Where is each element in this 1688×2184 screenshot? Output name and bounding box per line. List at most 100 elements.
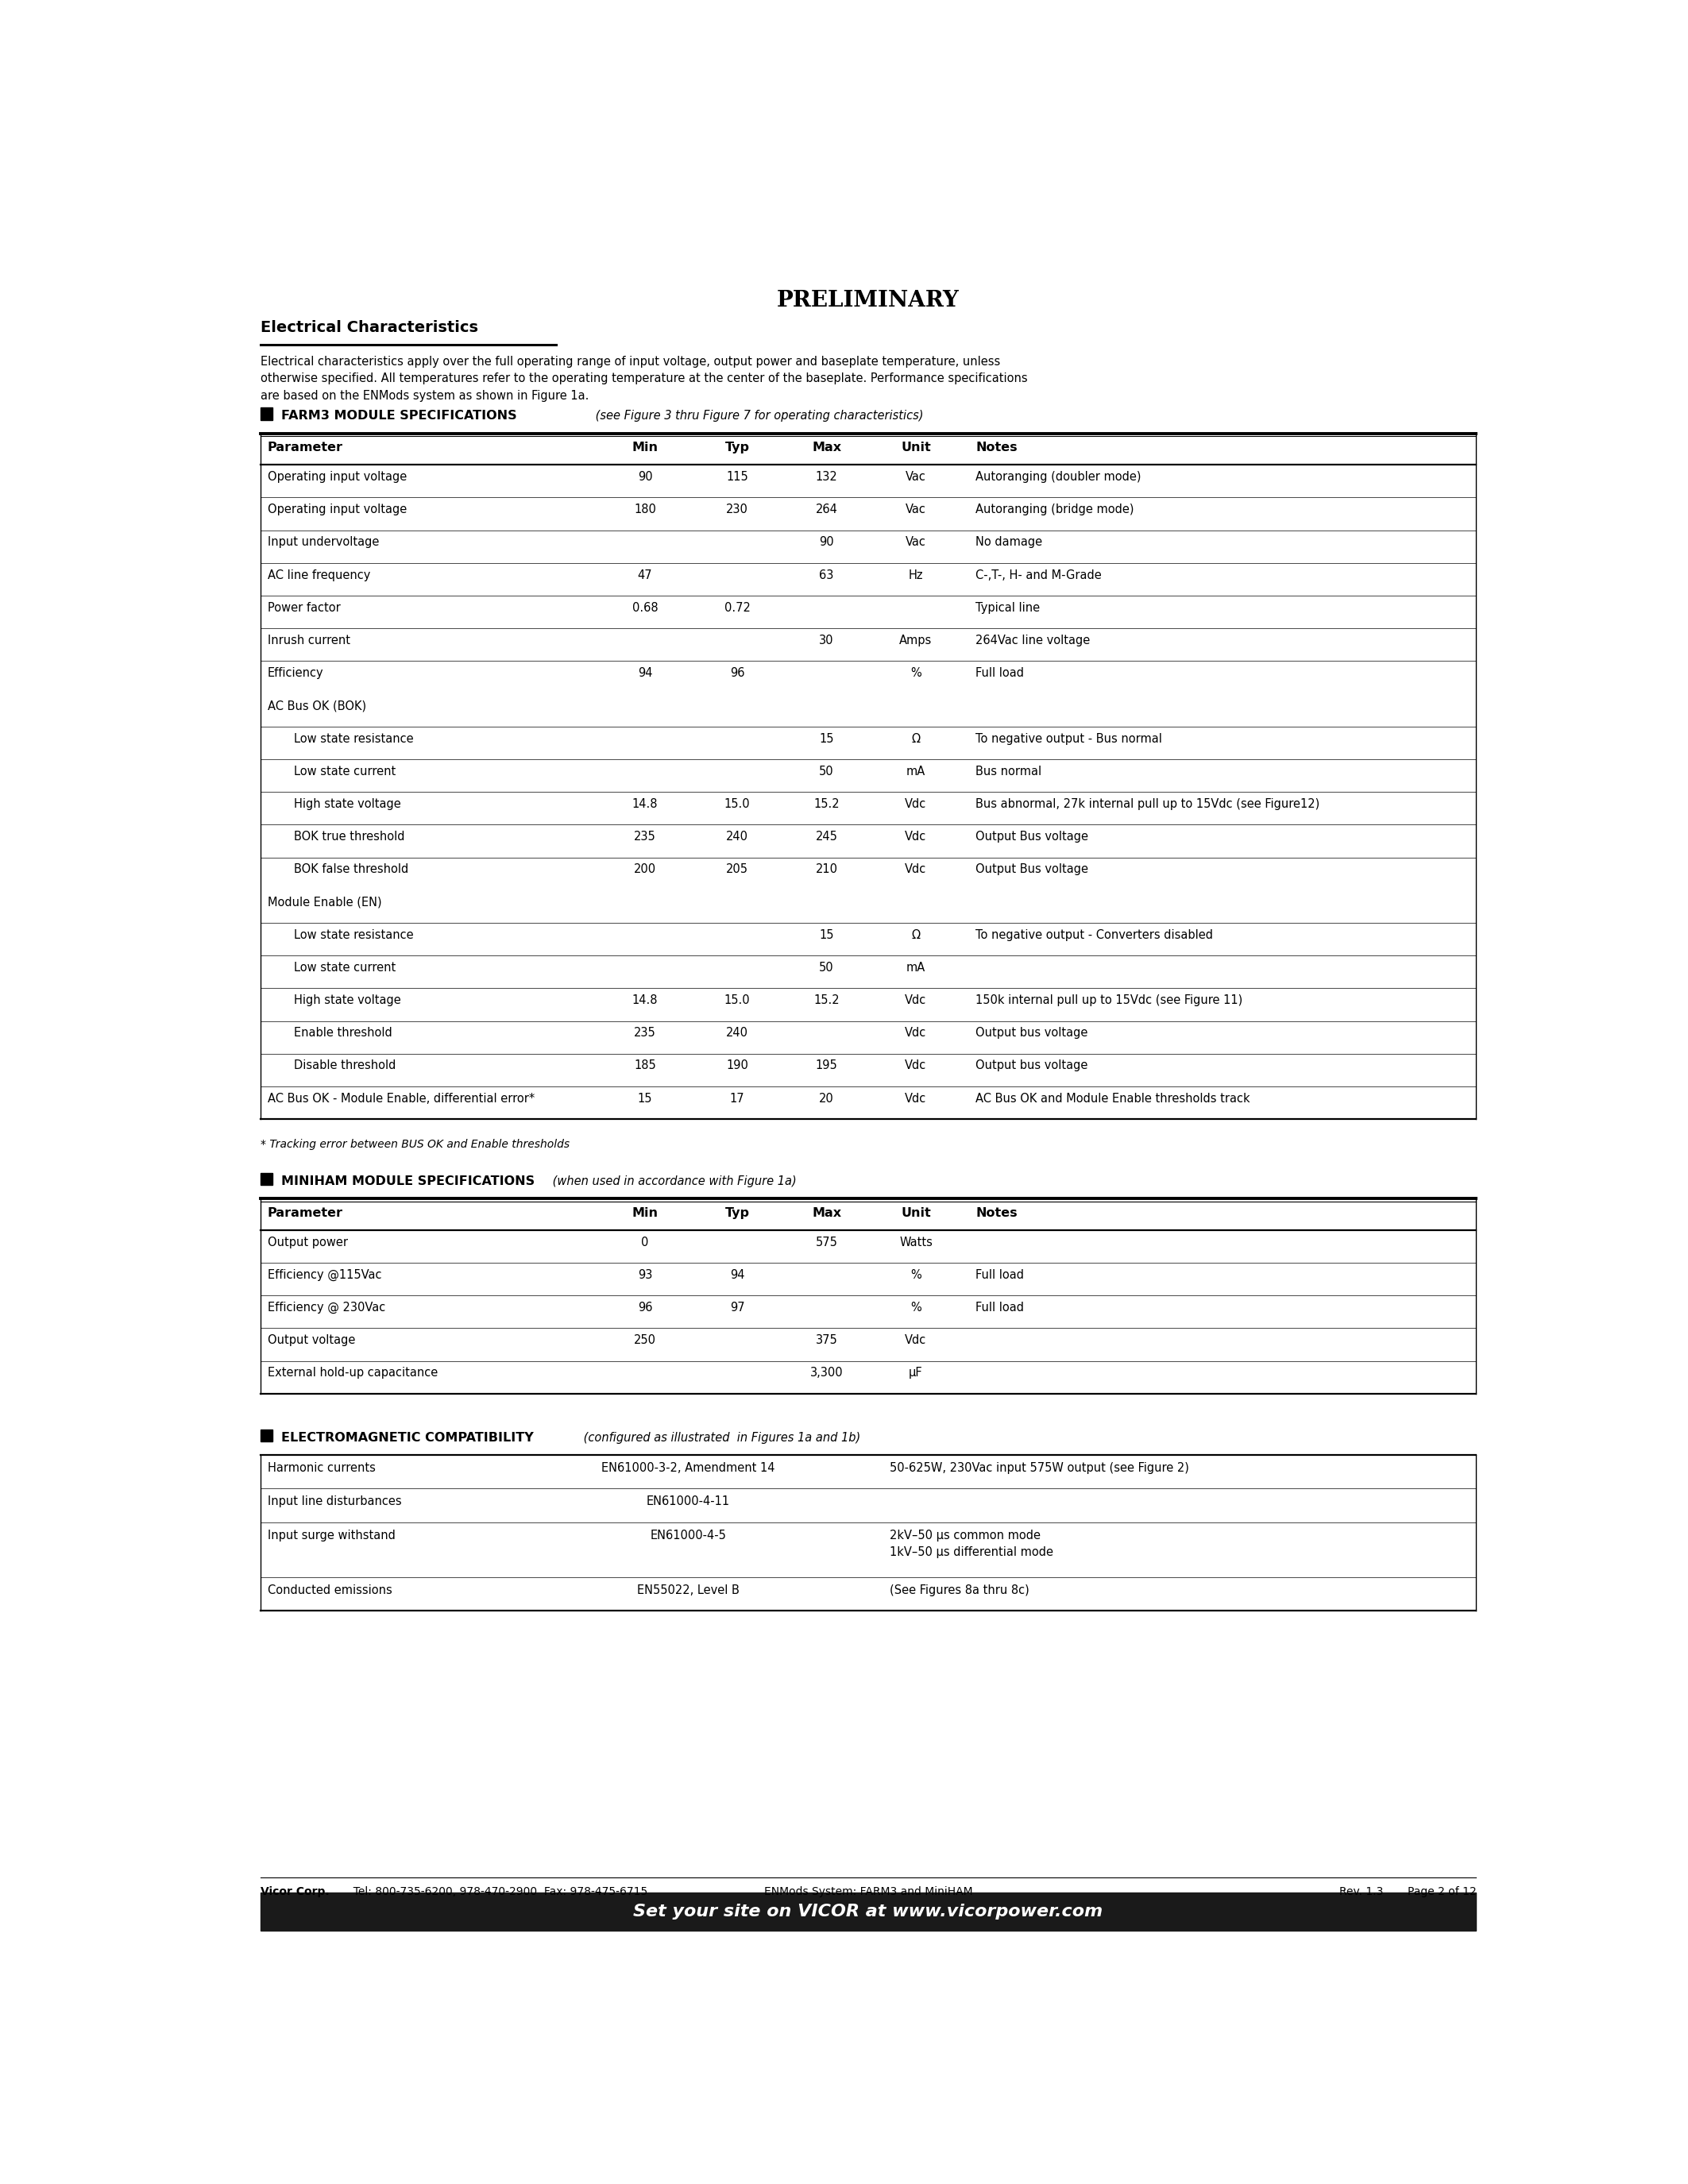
Text: Power factor: Power factor (268, 603, 341, 614)
Text: PRELIMINARY: PRELIMINARY (776, 290, 959, 310)
Text: Output bus voltage: Output bus voltage (976, 1059, 1087, 1072)
Text: Typ: Typ (726, 1208, 749, 1219)
Text: 240: 240 (726, 1026, 748, 1040)
Text: mA: mA (906, 961, 925, 974)
Text: μF: μF (908, 1367, 923, 1378)
Text: Watts: Watts (900, 1236, 932, 1247)
Text: Bus abnormal, 27k internal pull up to 15Vdc (see Figure12): Bus abnormal, 27k internal pull up to 15… (976, 797, 1320, 810)
Text: 96: 96 (638, 1302, 652, 1313)
Text: Parameter: Parameter (268, 1208, 343, 1219)
Text: Vdc: Vdc (905, 1092, 927, 1105)
Text: 0.72: 0.72 (724, 603, 751, 614)
Text: 90: 90 (638, 472, 652, 483)
Text: FARM3 MODULE SPECIFICATIONS: FARM3 MODULE SPECIFICATIONS (282, 411, 517, 422)
Text: To negative output - Bus normal: To negative output - Bus normal (976, 732, 1161, 745)
Text: 20: 20 (819, 1092, 834, 1105)
Bar (260, 1891, 1475, 1931)
Text: 200: 200 (635, 863, 657, 876)
Text: 50-625W, 230Vac input 575W output (see Figure 2): 50-625W, 230Vac input 575W output (see F… (890, 1463, 1188, 1474)
Text: Electrical Characteristics: Electrical Characteristics (260, 321, 478, 336)
Text: C-,T-, H- and M-Grade: C-,T-, H- and M-Grade (976, 570, 1102, 581)
Text: EN61000-4-5: EN61000-4-5 (650, 1529, 726, 1542)
Text: Typ: Typ (726, 441, 749, 454)
Text: 2kV–50 μs common mode
1kV–50 μs differential mode: 2kV–50 μs common mode 1kV–50 μs differen… (890, 1529, 1053, 1557)
Text: EN61000-4-11: EN61000-4-11 (647, 1496, 729, 1507)
Text: (see Figure 3 thru Figure 7 for operating characteristics): (see Figure 3 thru Figure 7 for operatin… (592, 411, 923, 422)
Text: 195: 195 (815, 1059, 837, 1072)
Text: Autoranging (bridge mode): Autoranging (bridge mode) (976, 505, 1134, 515)
Text: Notes: Notes (976, 1208, 1018, 1219)
Text: 15: 15 (638, 1092, 652, 1105)
Text: Output Bus voltage: Output Bus voltage (976, 830, 1089, 843)
Text: High state voltage: High state voltage (294, 797, 402, 810)
Text: Vdc: Vdc (905, 994, 927, 1007)
Text: Output power: Output power (268, 1236, 348, 1247)
Text: Vdc: Vdc (905, 797, 927, 810)
Text: Ω: Ω (912, 928, 920, 941)
Text: Input line disturbances: Input line disturbances (268, 1496, 402, 1507)
Text: 190: 190 (726, 1059, 748, 1072)
Text: Efficiency @115Vac: Efficiency @115Vac (268, 1269, 381, 1282)
Text: Efficiency @ 230Vac: Efficiency @ 230Vac (268, 1302, 385, 1315)
Text: 93: 93 (638, 1269, 652, 1280)
Text: High state voltage: High state voltage (294, 994, 402, 1007)
Text: Vdc: Vdc (905, 830, 927, 843)
Text: Vac: Vac (905, 505, 927, 515)
Text: 96: 96 (729, 668, 744, 679)
Text: Vac: Vac (905, 537, 927, 548)
Text: To negative output - Converters disabled: To negative output - Converters disabled (976, 928, 1214, 941)
Text: Efficiency: Efficiency (268, 668, 324, 679)
Text: 15.2: 15.2 (814, 994, 839, 1007)
Text: AC Bus OK (BOK): AC Bus OK (BOK) (268, 699, 366, 712)
Text: (See Figures 8a thru 8c): (See Figures 8a thru 8c) (890, 1586, 1030, 1597)
Text: Input surge withstand: Input surge withstand (268, 1529, 395, 1542)
Text: Ω: Ω (912, 732, 920, 745)
Text: 94: 94 (638, 668, 652, 679)
Text: Min: Min (631, 441, 658, 454)
Text: AC line frequency: AC line frequency (268, 570, 370, 581)
Text: Amps: Amps (900, 636, 932, 646)
Text: External hold-up capacitance: External hold-up capacitance (268, 1367, 437, 1378)
Text: Disable threshold: Disable threshold (294, 1059, 397, 1072)
Text: 63: 63 (819, 570, 834, 581)
Text: Notes: Notes (976, 441, 1018, 454)
Text: 0: 0 (641, 1236, 648, 1247)
Text: 15: 15 (819, 928, 834, 941)
Text: 185: 185 (635, 1059, 657, 1072)
Text: EN61000-3-2, Amendment 14: EN61000-3-2, Amendment 14 (601, 1463, 775, 1474)
Text: 15.2: 15.2 (814, 797, 839, 810)
Text: Input undervoltage: Input undervoltage (268, 537, 380, 548)
Text: Vdc: Vdc (905, 1026, 927, 1040)
Text: MINIHAM MODULE SPECIFICATIONS: MINIHAM MODULE SPECIFICATIONS (282, 1175, 535, 1188)
Text: Low state resistance: Low state resistance (294, 928, 414, 941)
Text: 50: 50 (819, 961, 834, 974)
Text: Operating input voltage: Operating input voltage (268, 505, 407, 515)
Text: 575: 575 (815, 1236, 837, 1247)
Text: 14.8: 14.8 (631, 797, 658, 810)
Text: 50: 50 (819, 764, 834, 778)
Text: 115: 115 (726, 472, 748, 483)
Text: 235: 235 (635, 1026, 657, 1040)
Text: Module Enable (EN): Module Enable (EN) (268, 895, 381, 909)
Text: Set your site on VICOR at www.vicorpower.com: Set your site on VICOR at www.vicorpower… (633, 1904, 1102, 1920)
Text: 264Vac line voltage: 264Vac line voltage (976, 636, 1090, 646)
Text: %: % (910, 668, 922, 679)
Text: Unit: Unit (901, 1208, 930, 1219)
Text: 150k internal pull up to 15Vdc (see Figure 11): 150k internal pull up to 15Vdc (see Figu… (976, 994, 1242, 1007)
Text: 264: 264 (815, 505, 837, 515)
Text: 180: 180 (635, 505, 657, 515)
Text: Vdc: Vdc (905, 1334, 927, 1345)
Text: 132: 132 (815, 472, 837, 483)
Text: 250: 250 (635, 1334, 657, 1345)
Text: AC Bus OK - Module Enable, differential error*: AC Bus OK - Module Enable, differential … (268, 1092, 535, 1105)
Text: Conducted emissions: Conducted emissions (268, 1586, 392, 1597)
Text: (configured as illustrated  in Figures 1a and 1b): (configured as illustrated in Figures 1a… (579, 1433, 861, 1444)
Text: Output voltage: Output voltage (268, 1334, 354, 1345)
Text: 0.68: 0.68 (631, 603, 658, 614)
Text: Output bus voltage: Output bus voltage (976, 1026, 1087, 1040)
Text: (when used in accordance with Figure 1a): (when used in accordance with Figure 1a) (549, 1175, 797, 1188)
Text: EN55022, Level B: EN55022, Level B (636, 1586, 739, 1597)
Text: Full load: Full load (976, 668, 1025, 679)
Text: BOK false threshold: BOK false threshold (294, 863, 408, 876)
Text: 375: 375 (815, 1334, 837, 1345)
